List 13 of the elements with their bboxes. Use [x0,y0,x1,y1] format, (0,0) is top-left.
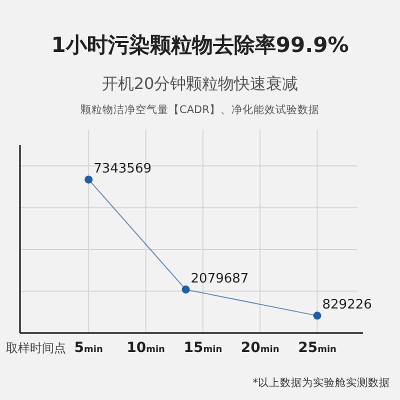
data-label: 7343569 [94,162,152,177]
data-label: 2079687 [190,272,249,287]
x-axis-title: 取样时间点 [6,341,66,355]
chart-title: 1小时污染颗粒物去除率99.9% [51,33,349,57]
text: 颗粒物洁净空气量【CADR】、净化能效试验数据 [80,103,320,116]
chart-subtitle: 开机20分钟颗粒物快速衰减 [102,74,298,93]
x-tick-label: 10min [126,340,165,356]
data-label: 829226 [322,298,372,313]
x-tick-label: 5min [74,340,103,356]
x-tick-label: 20min [240,340,280,356]
text: *以上数据为实验舱实测数据 [252,376,390,389]
x-tick-label: 15min [184,340,222,356]
x-tick-label: 25min [298,340,336,356]
